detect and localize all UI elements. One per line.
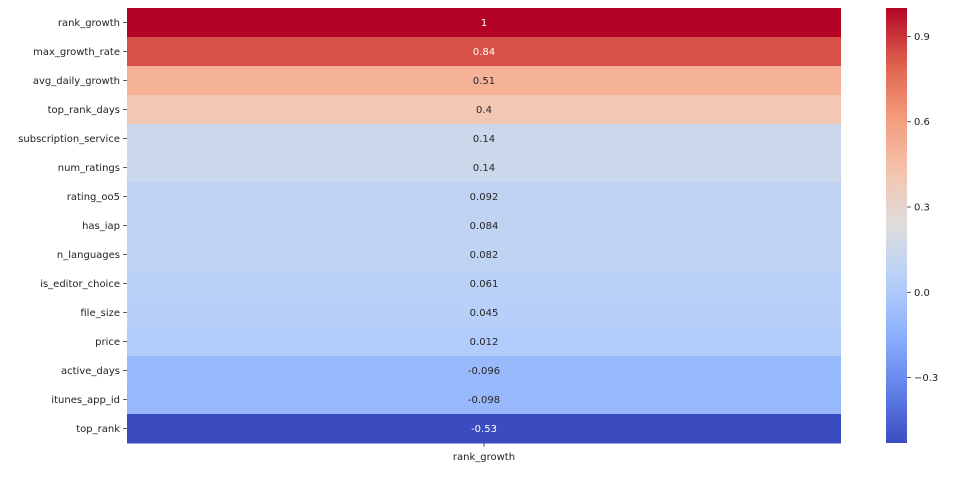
heatmap-cell bbox=[127, 414, 841, 444]
row-label: price bbox=[95, 337, 120, 348]
heatmap-cell bbox=[127, 327, 841, 357]
colorbar-tick-label: 0.9 bbox=[914, 32, 930, 43]
cell-value-label: -0.098 bbox=[468, 395, 500, 406]
cell-value-label: 0.045 bbox=[470, 308, 499, 319]
cell-value-label: 0.061 bbox=[470, 279, 499, 290]
row-label: active_days bbox=[61, 366, 120, 377]
colorbar-tick-label: −0.3 bbox=[914, 373, 938, 384]
heatmap-cell bbox=[127, 182, 841, 212]
row-label: avg_daily_growth bbox=[33, 76, 120, 87]
row-label: rating_oo5 bbox=[67, 192, 120, 203]
row-label: n_languages bbox=[57, 250, 120, 261]
heatmap-cell bbox=[127, 66, 841, 96]
cell-value-label: 0.084 bbox=[470, 221, 499, 232]
row-label: has_iap bbox=[82, 221, 120, 232]
heatmap-cell bbox=[127, 298, 841, 328]
heatmap-cell bbox=[127, 269, 841, 299]
heatmap-cell bbox=[127, 356, 841, 386]
heatmap-rows: rank_growth 1 max_growth_rate 0.84 avg_daily… bbox=[18, 8, 841, 447]
row-label: rank_growth bbox=[58, 18, 120, 29]
cell-value-label: 0.84 bbox=[473, 47, 495, 58]
cell-value-label: 0.082 bbox=[470, 250, 499, 261]
heatmap-cell bbox=[127, 8, 841, 38]
colorbar-gradient bbox=[886, 8, 907, 443]
row-label: top_rank_days bbox=[48, 105, 120, 116]
cell-value-label: 0.14 bbox=[473, 163, 495, 174]
cell-value-label: 1 bbox=[481, 18, 487, 29]
row-label: top_rank bbox=[76, 424, 120, 435]
heatmap-cell bbox=[127, 37, 841, 67]
row-label: is_editor_choice bbox=[40, 279, 120, 290]
cell-value-label: -0.53 bbox=[471, 424, 497, 435]
row-label: itunes_app_id bbox=[51, 395, 120, 406]
heatmap-cell bbox=[127, 124, 841, 154]
row-label: subscription_service bbox=[18, 134, 120, 145]
heatmap-cell bbox=[127, 240, 841, 270]
row-label: file_size bbox=[80, 308, 120, 319]
heatmap-cell bbox=[127, 95, 841, 125]
cell-value-label: 0.14 bbox=[473, 134, 495, 145]
colorbar-tick-label: 0.3 bbox=[914, 203, 930, 214]
colorbar-tick-label: 0.6 bbox=[914, 117, 930, 128]
cell-value-label: 0.51 bbox=[473, 76, 495, 87]
colorbar-tick-label: 0.0 bbox=[914, 288, 930, 299]
cell-value-label: 0.012 bbox=[470, 337, 499, 348]
column-label: rank_growth bbox=[453, 452, 515, 463]
cell-value-label: 0.4 bbox=[476, 105, 492, 116]
row-label: max_growth_rate bbox=[33, 47, 120, 58]
heatmap-cell bbox=[127, 153, 841, 183]
cell-value-label: -0.096 bbox=[468, 366, 500, 377]
colorbar: 0.9 0.6 0.3 0.0 −0.3 bbox=[886, 8, 938, 443]
heatmap-cell bbox=[127, 211, 841, 241]
heatmap-cell bbox=[127, 385, 841, 415]
cell-value-label: 0.092 bbox=[470, 192, 499, 203]
row-label: num_ratings bbox=[58, 163, 120, 174]
